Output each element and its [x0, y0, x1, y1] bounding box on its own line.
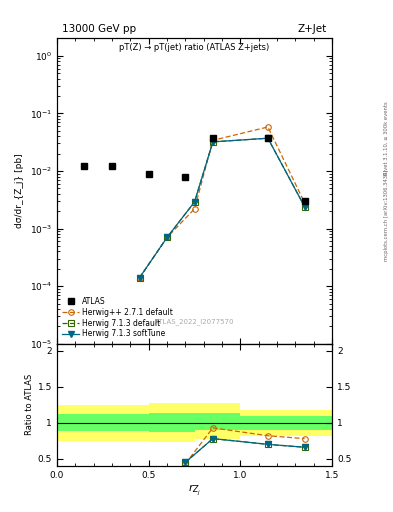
Legend: ATLAS, Herwig++ 2.7.1 default, Herwig 7.1.3 default, Herwig 7.1.3 softTune: ATLAS, Herwig++ 2.7.1 default, Herwig 7.…	[61, 295, 174, 340]
Herwig 7.1.3 default	[211, 139, 215, 145]
Herwig++ 2.7.1 default	[137, 274, 142, 281]
Herwig++ 2.7.1 default	[165, 234, 169, 241]
Herwig++ 2.7.1 default	[302, 200, 307, 206]
Text: mcplots.cern.ch [arXiv:1306.3436]: mcplots.cern.ch [arXiv:1306.3436]	[384, 169, 389, 261]
Text: ATLAS_2022_I2077570: ATLAS_2022_I2077570	[155, 318, 234, 326]
Herwig 7.1.3 softTune	[192, 199, 197, 205]
Y-axis label: Ratio to ATLAS: Ratio to ATLAS	[25, 374, 33, 436]
Herwig 7.1.3 softTune	[165, 234, 169, 241]
Herwig 7.1.3 default	[266, 135, 270, 141]
Y-axis label: dσ/dr_{Z_j} [pb]: dσ/dr_{Z_j} [pb]	[15, 154, 24, 228]
X-axis label: $r_{Z_j}$: $r_{Z_j}$	[188, 482, 201, 498]
Herwig 7.1.3 softTune	[211, 139, 215, 145]
Herwig++ 2.7.1 default	[266, 124, 270, 130]
Text: Rivet 3.1.10, ≥ 300k events: Rivet 3.1.10, ≥ 300k events	[384, 101, 389, 175]
Line: Herwig 7.1.3 default: Herwig 7.1.3 default	[137, 136, 307, 281]
Herwig 7.1.3 softTune	[137, 274, 142, 281]
Text: pT(Z) → pT(jet) ratio (ATLAS Z+jets): pT(Z) → pT(jet) ratio (ATLAS Z+jets)	[119, 43, 270, 52]
ATLAS	[110, 163, 114, 169]
ATLAS	[302, 198, 307, 204]
Herwig 7.1.3 default	[165, 234, 169, 241]
ATLAS	[183, 174, 188, 180]
ATLAS	[266, 135, 270, 141]
Line: Herwig 7.1.3 softTune: Herwig 7.1.3 softTune	[137, 136, 307, 281]
ATLAS	[146, 170, 151, 177]
Herwig++ 2.7.1 default	[211, 137, 215, 143]
Text: Z+Jet: Z+Jet	[298, 24, 327, 34]
ATLAS	[211, 135, 215, 141]
ATLAS	[82, 163, 87, 169]
Text: 13000 GeV pp: 13000 GeV pp	[62, 24, 137, 34]
Line: ATLAS: ATLAS	[81, 135, 308, 204]
Herwig 7.1.3 default	[137, 274, 142, 281]
Herwig 7.1.3 default	[192, 199, 197, 205]
Herwig 7.1.3 softTune	[266, 135, 270, 141]
Herwig++ 2.7.1 default	[192, 206, 197, 212]
Herwig 7.1.3 default	[302, 204, 307, 210]
Line: Herwig++ 2.7.1 default: Herwig++ 2.7.1 default	[137, 124, 307, 281]
Herwig 7.1.3 softTune	[302, 204, 307, 210]
